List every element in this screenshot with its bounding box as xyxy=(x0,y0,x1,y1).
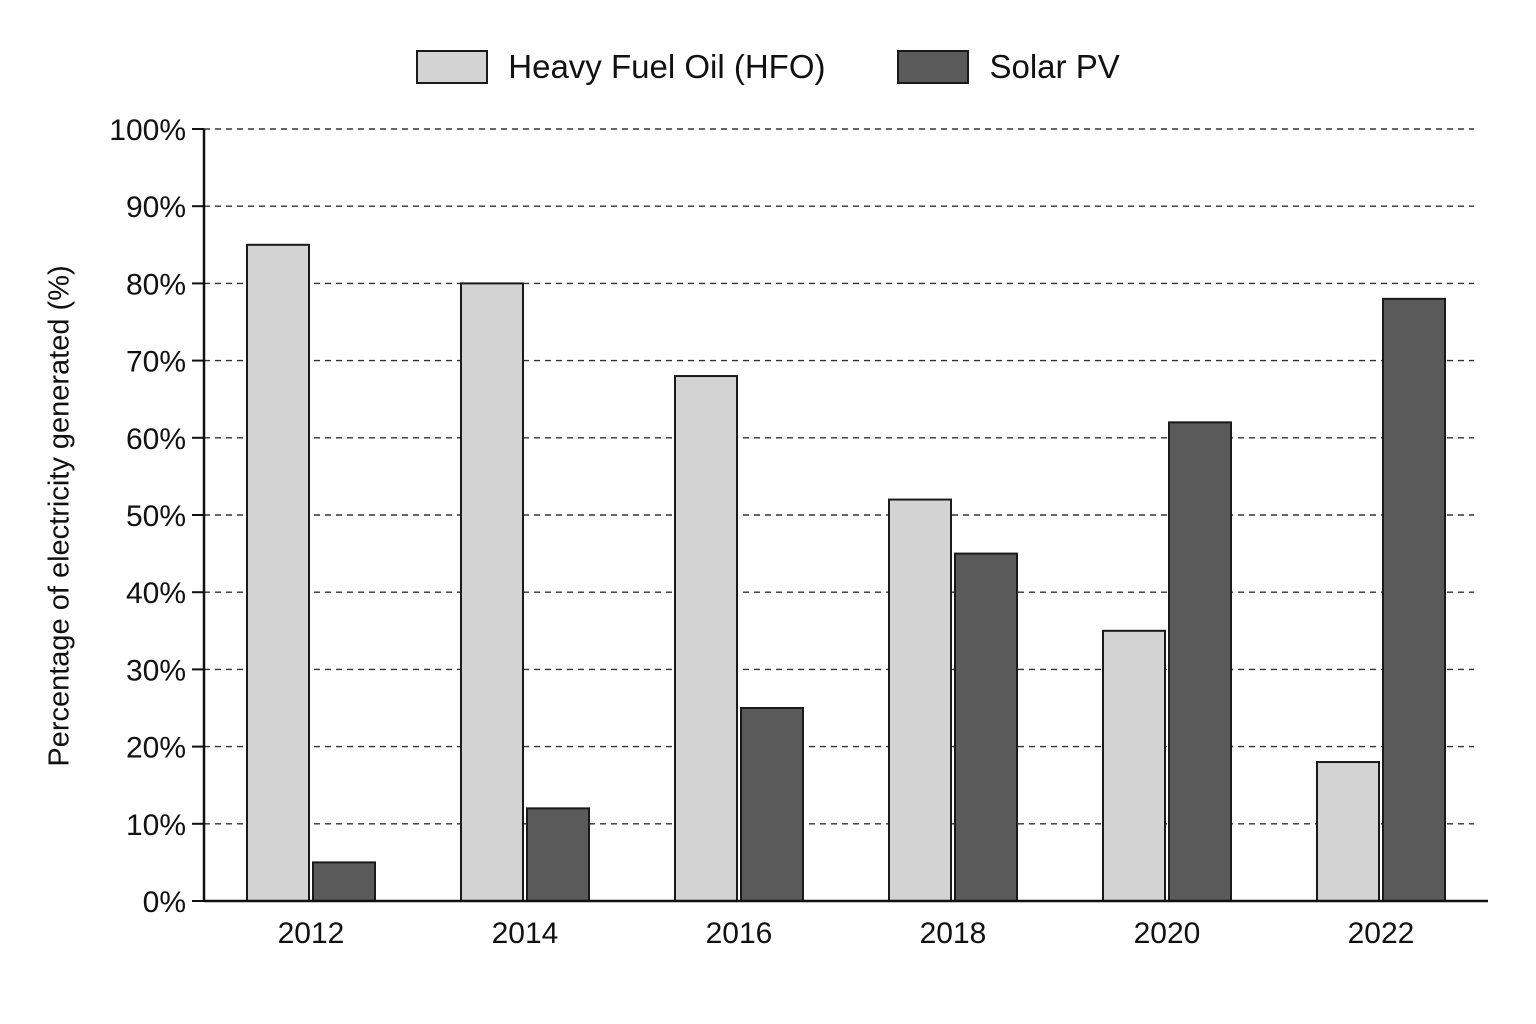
bar-solar-2020 xyxy=(1168,421,1232,902)
bar-hfo-2022 xyxy=(1316,761,1380,902)
x-tick-label: 2014 xyxy=(492,917,559,950)
y-tick-label: 80% xyxy=(126,268,186,301)
y-tick-label: 0% xyxy=(143,886,186,919)
y-tick-label: 30% xyxy=(126,654,186,687)
bar-solar-2022 xyxy=(1382,297,1446,902)
legend-item-solar: Solar PV xyxy=(897,48,1120,86)
bar-hfo-2012 xyxy=(246,243,310,903)
bar-solar-2014 xyxy=(526,807,590,902)
bar-hfo-2018 xyxy=(888,498,952,902)
legend-swatch-solar xyxy=(897,50,970,84)
bars xyxy=(246,243,1446,903)
bar-solar-2018 xyxy=(954,552,1018,902)
y-tick-label: 70% xyxy=(126,346,186,379)
bar-hfo-2020 xyxy=(1102,629,1166,902)
y-tick-label: 90% xyxy=(126,191,186,224)
x-tick-label: 2022 xyxy=(1348,917,1415,950)
y-tick-label: 10% xyxy=(126,809,186,842)
legend-swatch-hfo xyxy=(416,50,489,84)
legend: Heavy Fuel Oil (HFO) Solar PV xyxy=(0,48,1536,86)
bar-hfo-2016 xyxy=(674,375,738,903)
x-tick-label: 2016 xyxy=(706,917,773,950)
bar-hfo-2014 xyxy=(460,282,524,902)
y-tick-label: 40% xyxy=(126,577,186,610)
legend-item-hfo: Heavy Fuel Oil (HFO) xyxy=(416,48,825,86)
bar-solar-2012 xyxy=(312,861,376,903)
y-tick-label: 60% xyxy=(126,423,186,456)
y-tick-label: 20% xyxy=(126,732,186,765)
axes: 0% 10% 20% 30% 40% 50% 60% 70% 80% 90% 100% 2012 201… xyxy=(109,114,1488,950)
gridlines xyxy=(204,128,1474,825)
x-tick-label: 2018 xyxy=(920,917,987,950)
y-tick-label: 100% xyxy=(109,114,186,147)
legend-label-solar: Solar PV xyxy=(989,48,1120,85)
y-tick-label: 50% xyxy=(126,500,186,533)
legend-label-hfo: Heavy Fuel Oil (HFO) xyxy=(508,48,826,85)
x-tick-label: 2020 xyxy=(1134,917,1201,950)
x-tick-label: 2012 xyxy=(278,917,345,950)
bar-solar-2016 xyxy=(740,707,804,902)
